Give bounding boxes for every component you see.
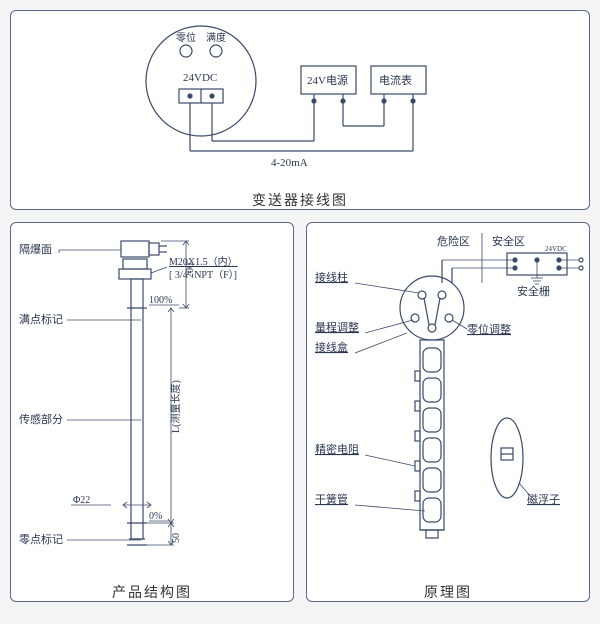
label-psu: 24V电源 — [307, 73, 348, 87]
label-ammeter: 电流表 — [379, 73, 412, 87]
reed-segments — [423, 348, 441, 522]
wiring-caption: 变送器接线图 — [11, 190, 589, 210]
dim-50: 50 — [171, 533, 182, 543]
label-gebao: 隔爆面 — [19, 242, 52, 256]
principle-caption: 原理图 — [307, 582, 589, 602]
dim-L: L(测量长度) — [169, 380, 182, 433]
principle-svg: 危险区 安全区 24VDC 安全栅 — [307, 223, 591, 573]
label-reed: 干簧管 — [315, 492, 348, 506]
label-zeromark: 零点标记 — [19, 532, 63, 546]
label-safe: 安全区 — [492, 234, 525, 248]
label-zeroadj: 零位调整 — [467, 322, 511, 336]
label-sensor: 传感部分 — [19, 412, 63, 426]
structure-diagram-panel: 隔爆面 满点标记 传感部分 零点标记 M20X1.5（内） [ 3/4" NPT… — [10, 222, 294, 602]
label-danger: 危险区 — [437, 234, 470, 248]
principle-diagram-panel: 危险区 安全区 24VDC 安全栅 — [306, 222, 590, 602]
wiring-svg: 零位 满度 24VDC 24V电源 电流表 4-20mA — [11, 11, 591, 181]
label-signal: 4-20mA — [271, 157, 308, 169]
label-100: 100% — [149, 295, 172, 306]
wiring-diagram-panel: 零位 满度 24VDC 24V电源 电流表 4-20mA — [10, 10, 590, 210]
label-v24: 24VDC — [545, 245, 567, 253]
label-0: 0% — [149, 511, 162, 522]
structure-caption: 产品结构图 — [11, 582, 293, 602]
label-thread: M20X1.5（内） — [169, 255, 238, 268]
label-resistor: 精密电阻 — [315, 442, 359, 456]
label-full: 满度 — [206, 31, 226, 44]
label-fullmark: 满点标记 — [19, 312, 63, 326]
label-float: 磁浮子 — [527, 493, 560, 506]
label-range: 量程调整 — [315, 320, 359, 334]
label-terminal: 接线柱 — [315, 270, 348, 284]
label-barrier: 安全栅 — [517, 284, 550, 298]
structure-svg: 隔爆面 满点标记 传感部分 零点标记 M20X1.5（内） [ 3/4" NPT… — [11, 223, 295, 573]
label-24vdc: 24VDC — [183, 72, 217, 84]
dim-200: 200 — [185, 263, 196, 278]
label-jbox: 接线盒 — [315, 340, 348, 354]
label-thread2: [ 3/4" NPT（F）] — [169, 269, 237, 281]
label-zero: 零位 — [176, 31, 196, 44]
label-dia: Φ22 — [73, 495, 90, 506]
